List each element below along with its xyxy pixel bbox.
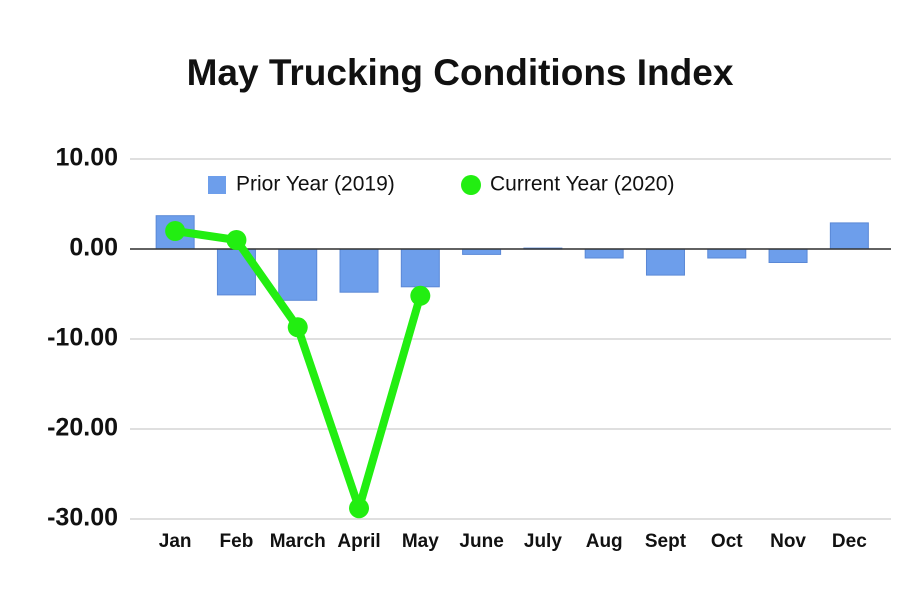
line-point [165, 221, 186, 241]
x-tick-label: Jan [159, 531, 192, 552]
y-tick-label: 10.00 [55, 144, 118, 172]
x-tick-label: April [337, 531, 380, 552]
x-tick-label: Dec [832, 531, 867, 552]
legend-swatch [461, 175, 481, 195]
bar [584, 248, 624, 259]
y-tick-label: 0.00 [69, 234, 118, 262]
bar [462, 248, 502, 255]
bar [278, 248, 318, 301]
x-tick-label: March [270, 531, 326, 552]
bar [768, 248, 808, 263]
y-tick-label: -30.00 [47, 504, 118, 532]
y-tick-label: -20.00 [47, 414, 118, 442]
line-point [287, 317, 308, 338]
bar [829, 222, 869, 250]
y-tick-label: -10.00 [47, 324, 118, 352]
line-point [410, 285, 431, 306]
legend-swatch [208, 176, 226, 194]
bar [339, 248, 379, 293]
x-tick-label: Nov [770, 531, 806, 552]
chart-title: May Trucking Conditions Index [187, 52, 734, 93]
x-tick-label: June [459, 531, 503, 552]
x-tick-label: July [524, 531, 562, 552]
x-tick-label: Sept [645, 531, 687, 552]
bar [707, 248, 747, 259]
line-point [226, 230, 247, 250]
bar [645, 248, 685, 276]
x-tick-label: Aug [586, 531, 623, 552]
x-tick-label: Oct [711, 531, 743, 552]
x-tick-label: May [402, 531, 439, 552]
line-point [349, 498, 370, 519]
legend-label: Prior Year (2019) [236, 173, 395, 196]
x-tick-label: Feb [220, 531, 254, 552]
legend-label: Current Year (2020) [490, 173, 674, 196]
bar [400, 248, 440, 288]
